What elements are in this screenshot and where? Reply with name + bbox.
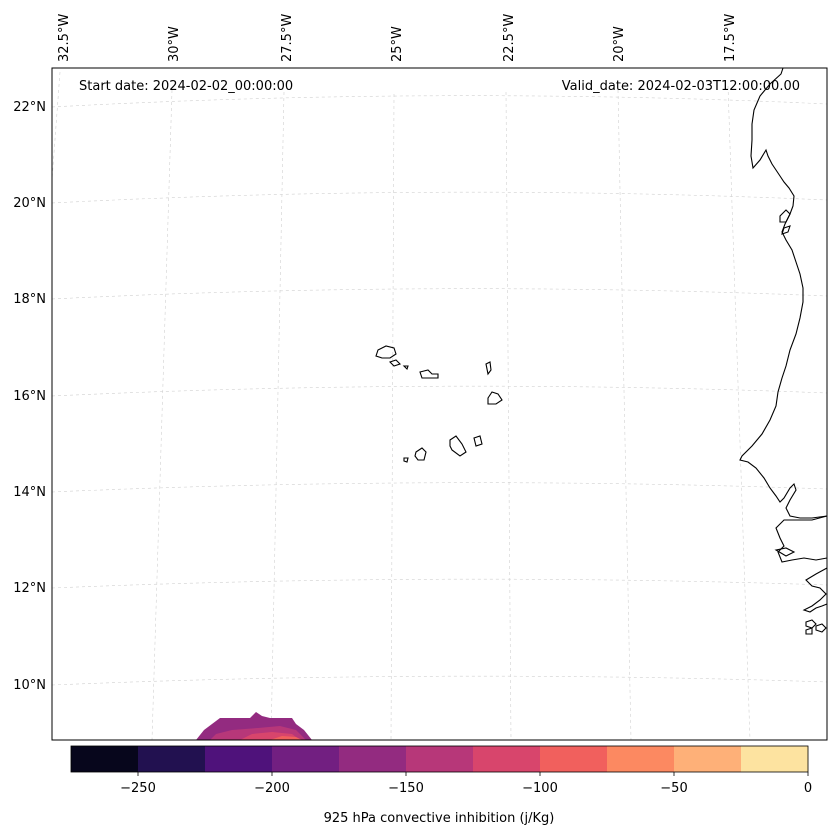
maio [473, 435, 483, 447]
lon-label-22-5w: 22.5°W [502, 14, 517, 62]
colorbar-tick-label: −50 [660, 781, 687, 796]
lat-label-16n: 16°N [13, 389, 46, 404]
cin-contour-field [196, 712, 312, 740]
brava [403, 457, 409, 463]
colorbar [71, 746, 809, 772]
parallel-12n [51, 578, 828, 589]
start-date-label: Start date: 2024-02-02_00:00:00 [79, 79, 293, 94]
sal [485, 361, 492, 376]
colorbar-frame [70, 745, 809, 773]
colorbar-segment [339, 746, 407, 772]
parallel-22n [51, 95, 828, 108]
colorbar-segment [674, 746, 742, 772]
santo-antao [375, 345, 397, 359]
colorbar-segment [272, 746, 340, 772]
lat-label-20n: 20°N [13, 196, 46, 211]
boa-vista [487, 391, 503, 405]
lat-label-12n: 12°N [13, 581, 46, 596]
cin-level-core [270, 736, 302, 740]
fogo [414, 447, 427, 461]
sao-nicolau [419, 369, 439, 379]
colorbar-tick-label: −200 [254, 781, 290, 796]
colorbar-tick-label: −150 [388, 781, 424, 796]
graticule [51, 71, 828, 741]
africa-coast-south [775, 515, 828, 563]
colorbar-segment [205, 746, 273, 772]
parallel-20n [51, 191, 828, 204]
lat-label-14n: 14°N [13, 485, 46, 500]
map-frame [51, 67, 828, 741]
africa-coastline [739, 67, 828, 519]
meridian-27-5w [270, 91, 285, 741]
colorbar-ticks [137, 772, 809, 776]
lon-label-27-5w: 27.5°W [280, 14, 295, 62]
lat-label-22n: 22°N [13, 100, 46, 115]
colorbar-segment [406, 746, 474, 772]
lon-label-25w: 25°W [390, 26, 405, 62]
bijagos-islands [805, 619, 827, 635]
coastlines [375, 67, 828, 635]
santiago [449, 435, 467, 457]
lon-label-20w: 20°W [612, 26, 627, 62]
colorbar-segment [741, 746, 809, 772]
lat-label-18n: 18°N [13, 292, 46, 307]
parallel-16n [51, 385, 828, 397]
colorbar-segment [71, 746, 139, 772]
santa-luzia [402, 365, 409, 371]
colorbar-tick-label: 0 [804, 781, 812, 796]
coast-inlet [774, 547, 796, 557]
lon-label-17-5w: 17.5°W [723, 14, 738, 62]
lat-label-10n: 10°N [13, 678, 46, 693]
valid-date-label: Valid_date: 2024-02-03T12:00:00.00 [562, 79, 800, 94]
meridian-20w [617, 89, 632, 741]
colorbar-segment [473, 746, 541, 772]
colorbar-label: 925 hPa convective inhibition (j/Kg) [324, 811, 555, 826]
colorbar-segment [607, 746, 675, 772]
meridian-32-5w [51, 71, 61, 181]
colorbar-tick-label: −100 [522, 781, 558, 796]
colorbar-segment [138, 746, 206, 772]
lon-label-30w: 30°W [167, 26, 182, 62]
meridian-22-5w [505, 91, 512, 741]
meridian-30w [151, 89, 173, 741]
meridian-17-5w [727, 85, 751, 741]
colorbar-segment [540, 746, 608, 772]
map-background [52, 68, 827, 740]
sao-vicente [388, 359, 402, 367]
lon-label-32-5w: 32.5°W [57, 14, 72, 62]
canary-islands [779, 209, 791, 235]
parallel-14n [51, 482, 828, 493]
colorbar-tick-label: −250 [120, 781, 156, 796]
parallel-18n [51, 288, 828, 300]
parallel-10n [51, 675, 828, 686]
africa-coast-guinea [802, 567, 828, 613]
